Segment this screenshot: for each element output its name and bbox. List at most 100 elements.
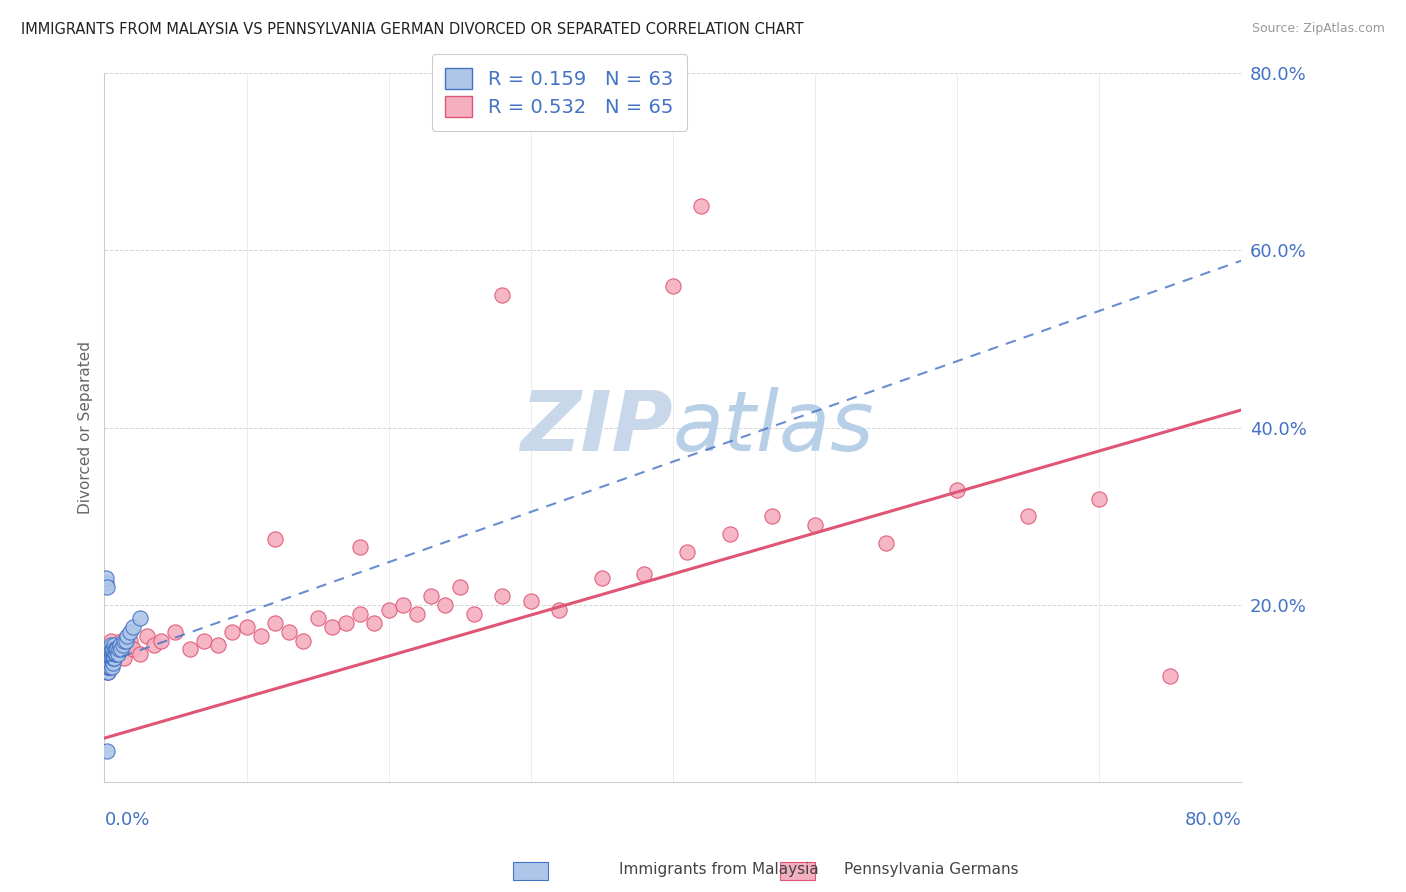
Point (105, 647, 128, 661)
Point (107, 642, 129, 657)
Point (101, 651, 124, 665)
Point (103, 651, 125, 665)
Point (946, 483, 969, 497)
Point (463, 607, 485, 621)
Point (115, 629, 138, 643)
Point (110, 633, 132, 648)
Point (97, 656, 120, 670)
Point (100, 638, 122, 652)
Text: Pennsylvania Germans: Pennsylvania Germans (844, 863, 1018, 877)
Point (97, 660, 120, 674)
Point (307, 611, 329, 625)
Point (264, 532, 287, 546)
Point (761, 509, 783, 524)
Point (98, 647, 121, 661)
Point (520, 593, 543, 607)
Point (96, 651, 118, 665)
Point (278, 624, 301, 639)
Point (1088, 491, 1111, 506)
Point (94, 642, 117, 657)
Point (94, 656, 117, 670)
Point (98, 656, 121, 670)
Point (94, 572, 117, 586)
Point (101, 651, 124, 665)
Point (111, 638, 134, 652)
Point (491, 589, 513, 603)
Point (118, 633, 141, 648)
Point (96, 744, 118, 758)
Point (292, 633, 315, 648)
Point (98, 656, 121, 670)
Text: atlas: atlas (673, 387, 875, 468)
Point (100, 651, 122, 665)
Point (449, 580, 471, 594)
Point (591, 572, 613, 586)
Point (107, 647, 129, 661)
Point (94, 660, 117, 674)
Point (97, 651, 120, 665)
Point (179, 642, 201, 657)
Point (104, 647, 127, 661)
Point (97, 642, 120, 657)
Point (143, 638, 166, 652)
Point (96, 647, 118, 661)
Point (221, 624, 243, 639)
Point (118, 624, 141, 639)
Point (100, 651, 122, 665)
Text: IMMIGRANTS FROM MALAYSIA VS PENNSYLVANIA GERMAN DIVORCED OR SEPARATED CORRELATIO: IMMIGRANTS FROM MALAYSIA VS PENNSYLVANIA… (21, 22, 804, 37)
Text: Source: ZipAtlas.com: Source: ZipAtlas.com (1251, 22, 1385, 36)
Text: ZIP: ZIP (520, 387, 673, 468)
Point (96, 665, 118, 679)
Point (100, 642, 122, 657)
Point (100, 651, 122, 665)
Point (101, 656, 124, 670)
Legend: R = 0.159   N = 63, R = 0.532   N = 65: R = 0.159 N = 63, R = 0.532 N = 65 (432, 54, 688, 130)
Point (104, 638, 127, 652)
Point (690, 199, 713, 213)
Point (101, 642, 124, 657)
Point (98, 660, 121, 674)
Point (94, 575, 117, 590)
Point (100, 660, 122, 674)
Point (98, 651, 121, 665)
Text: Immigrants from Malaysia: Immigrants from Malaysia (619, 863, 818, 877)
Point (121, 620, 143, 634)
Point (804, 518, 827, 533)
Point (129, 611, 152, 625)
Point (875, 536, 897, 550)
Point (101, 656, 124, 670)
Point (129, 647, 152, 661)
Point (193, 633, 215, 648)
Point (94, 656, 117, 670)
Point (136, 629, 159, 643)
Point (207, 638, 229, 652)
Point (349, 607, 371, 621)
Point (96, 665, 118, 679)
Point (105, 642, 128, 657)
Point (633, 567, 655, 582)
Point (97, 651, 120, 665)
Point (110, 642, 132, 657)
Point (96, 651, 118, 665)
Point (363, 615, 385, 630)
Text: 0.0%: 0.0% (104, 811, 150, 829)
Point (235, 620, 257, 634)
Point (96, 647, 118, 661)
Point (103, 638, 125, 652)
Point (101, 642, 124, 657)
Point (420, 589, 443, 603)
Point (96, 580, 118, 594)
Point (100, 633, 122, 648)
Point (103, 651, 125, 665)
Point (718, 527, 741, 541)
Point (94, 647, 117, 661)
Point (392, 598, 415, 612)
Point (101, 642, 124, 657)
Point (165, 624, 187, 639)
Point (406, 607, 429, 621)
Point (150, 633, 173, 648)
Point (98, 642, 121, 657)
Point (662, 278, 685, 293)
Point (115, 638, 138, 652)
Point (104, 642, 127, 657)
